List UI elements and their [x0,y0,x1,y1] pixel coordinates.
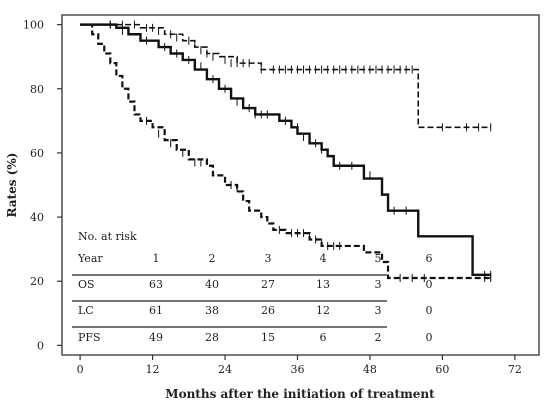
risk-value: 0 [426,331,433,344]
y-tick-label: 80 [30,83,44,96]
plot-frame [61,14,540,356]
risk-value: 15 [261,331,275,344]
risk-value: 28 [205,331,219,344]
risk-header-label: Year [77,252,103,265]
risk-year: 3 [265,252,272,265]
risk-year: 6 [426,252,433,265]
risk-value: 63 [149,278,163,291]
risk-value: 3 [375,304,382,317]
x-tick-label: 12 [146,363,160,376]
y-tick-label: 60 [30,147,44,160]
risk-value: 2 [375,331,382,344]
risk-table-title: No. at risk [78,230,137,243]
risk-year: 4 [320,252,327,265]
risk-row-label: OS [78,278,95,291]
risk-value: 13 [316,278,330,291]
risk-value: 38 [205,304,219,317]
risk-value: 40 [205,278,219,291]
risk-value: 12 [316,304,330,317]
x-tick-label: 48 [363,363,377,376]
risk-value: 0 [426,304,433,317]
risk-value: 61 [149,304,163,317]
risk-row-label: PFS [78,331,101,344]
x-tick-label: 60 [435,363,449,376]
risk-year: 1 [153,252,160,265]
risk-row-label: LC [78,304,94,317]
risk-value: 49 [149,331,163,344]
risk-table: No. at risk Year 1 2 3 4 5 6OS 63 40 27 13 3 0LC 61 38… [72,230,433,344]
risk-value: 26 [261,304,275,317]
x-axis-title: Months after the initiation of treatment [165,387,435,401]
risk-value: 0 [426,278,433,291]
series-line-solid [80,23,491,277]
x-tick-label: 36 [290,363,304,376]
x-tick-label: 0 [77,363,84,376]
series-line-dashed-bottom [80,23,491,280]
y-tick-label: 0 [37,339,44,352]
risk-year: 5 [375,252,382,265]
risk-year: 2 [209,252,216,265]
y-axis-title: Rates (%) [5,153,19,218]
risk-value: 3 [375,278,382,291]
risk-value: 6 [320,331,327,344]
x-tick-label: 24 [218,363,232,376]
survival-curves [80,20,492,283]
y-tick-label: 20 [30,275,44,288]
y-tick-label: 40 [30,211,44,224]
risk-value: 27 [261,278,275,291]
y-tick-label: 100 [23,19,44,32]
x-tick-label: 72 [508,363,522,376]
